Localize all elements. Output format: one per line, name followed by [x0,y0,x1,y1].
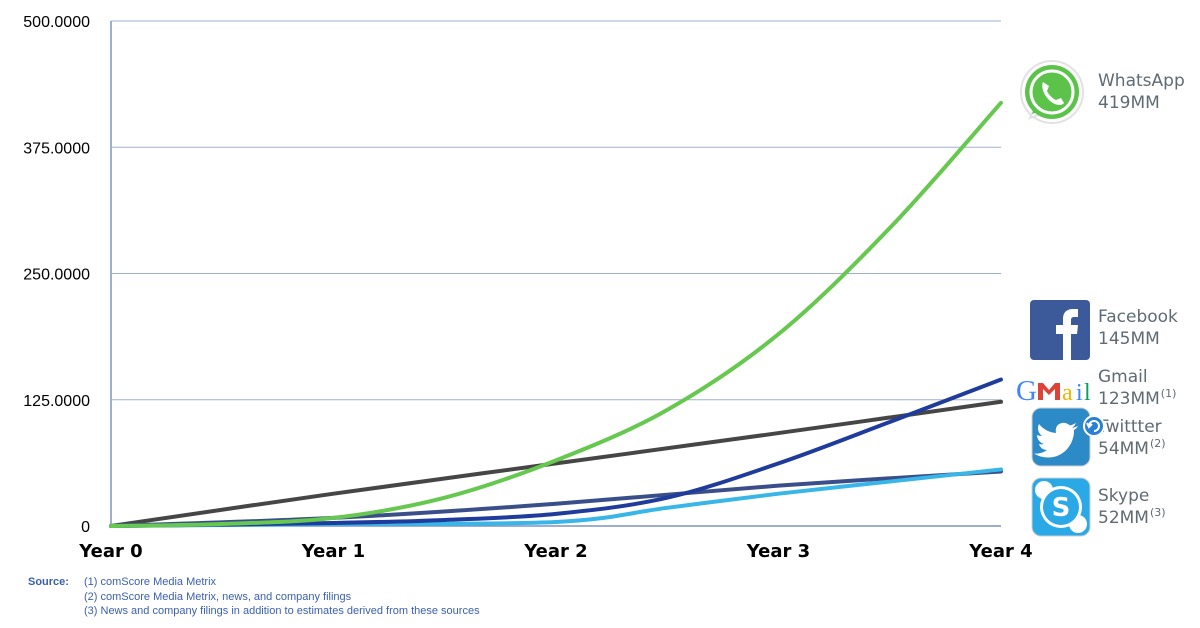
y-tick-label: 250.0000 [23,267,90,284]
svg-text:S: S [1052,493,1071,523]
series-name-label: Gmail [1098,367,1148,387]
series-value-label: 145MM [1098,329,1160,349]
svg-text:G: G [1016,375,1037,407]
svg-text:l: l [1084,380,1091,406]
y-tick-label: 125.0000 [23,393,90,410]
series-name-label: Facebook [1098,307,1178,327]
series-footnote-marker: (2) [1150,437,1166,450]
series-value-label: 52MM [1098,508,1149,528]
series-line-facebook [109,377,1003,528]
y-tick-label: 0 [81,519,90,536]
twitter-icon [1031,407,1105,467]
source-line: (3) News and company filings in addition… [84,605,480,617]
x-axis-ticks: Year 0 Year 1 Year 2 Year 3 Year 4 [78,541,1032,562]
series-line-twittter [109,469,1003,528]
series-name-label: WhatsApp [1098,71,1185,91]
svg-text:i: i [1076,380,1083,406]
series-lines [109,100,1003,528]
series-name-label: Skype [1098,486,1149,506]
series-value-label: 419MM [1098,93,1160,113]
y-tick-label: 500.0000 [23,14,90,31]
svg-text:a: a [1062,380,1073,406]
series-footnote-marker: (3) [1150,506,1166,519]
x-tick-label: Year 0 [78,541,142,562]
x-tick-label: Year 2 [523,541,587,562]
facebook-icon [1030,300,1090,360]
series-icons: G a i l S [1016,60,1105,537]
sources-list: (1) comScore Media Metrix (2) comScore M… [84,575,684,619]
source-line: (2) comScore Media Metrix, news, and com… [84,590,352,603]
series-line-whatsapp [109,100,1003,528]
series-value-label: 123MM [1098,389,1160,409]
y-axis-ticks: 0 125.0000 250.0000 375.0000 500.0000 [23,14,90,536]
series-name-label: Twittter [1097,417,1162,437]
x-tick-label: Year 3 [746,541,810,562]
skype-icon: S [1031,477,1091,537]
series-value-label: 54MM [1098,439,1149,459]
grid-lines [110,20,1001,527]
source-line: (1) comScore Media Metrix [84,576,217,588]
x-tick-label: Year 4 [968,541,1032,562]
y-tick-label: 375.0000 [23,140,90,157]
sources-heading: Source: [28,576,69,588]
series-line-gmail [109,399,1003,528]
x-tick-label: Year 1 [301,541,365,562]
gmail-icon: G a i l [1016,375,1091,407]
whatsapp-icon [1020,60,1084,124]
series-footnote-marker: (1) [1161,387,1177,400]
